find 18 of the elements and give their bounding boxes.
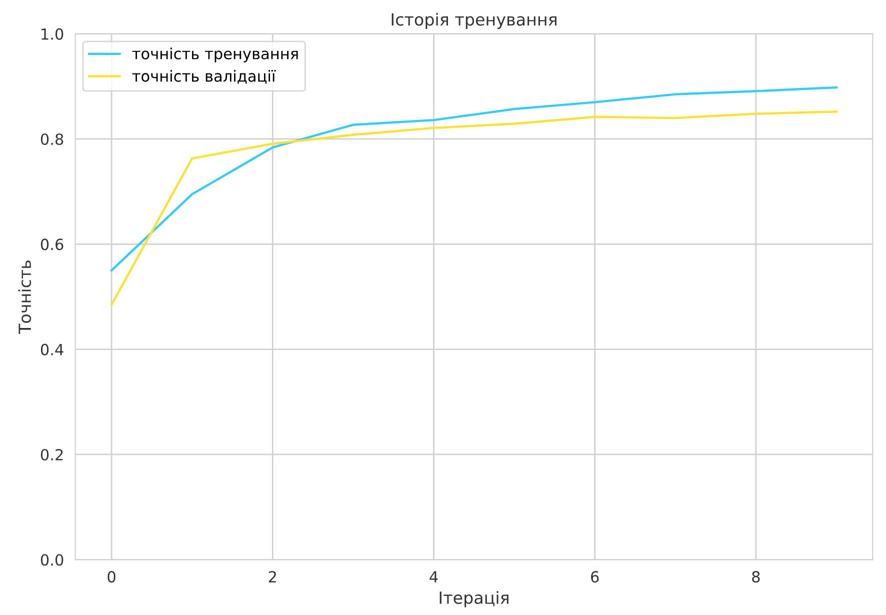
chart-title: Історія тренування — [392, 12, 556, 29]
y-tick-label: 0.6 — [40, 238, 64, 250]
line-series — [110, 86, 838, 272]
x-tick-label: 6 — [591, 571, 599, 583]
y-tick-label: 1.0 — [42, 28, 64, 40]
x-tick-label: 2 — [268, 571, 276, 582]
legend-label: точність валідації — [132, 70, 276, 84]
y-tick-label: 0.4 — [40, 344, 64, 356]
line-series — [110, 110, 838, 306]
x-tick-label: 8 — [752, 571, 760, 583]
x-tick-label: 4 — [430, 571, 438, 582]
y-tick-label: 0.0 — [40, 554, 64, 566]
legend-label: точність тренування — [132, 48, 298, 62]
y-tick-label: 0.8 — [40, 133, 64, 146]
y-axis-title: Точність — [18, 260, 32, 334]
y-tick-label: 0.2 — [40, 448, 63, 461]
x-axis-title: Ітерація — [440, 591, 508, 608]
x-tick-label: 0 — [108, 571, 116, 583]
